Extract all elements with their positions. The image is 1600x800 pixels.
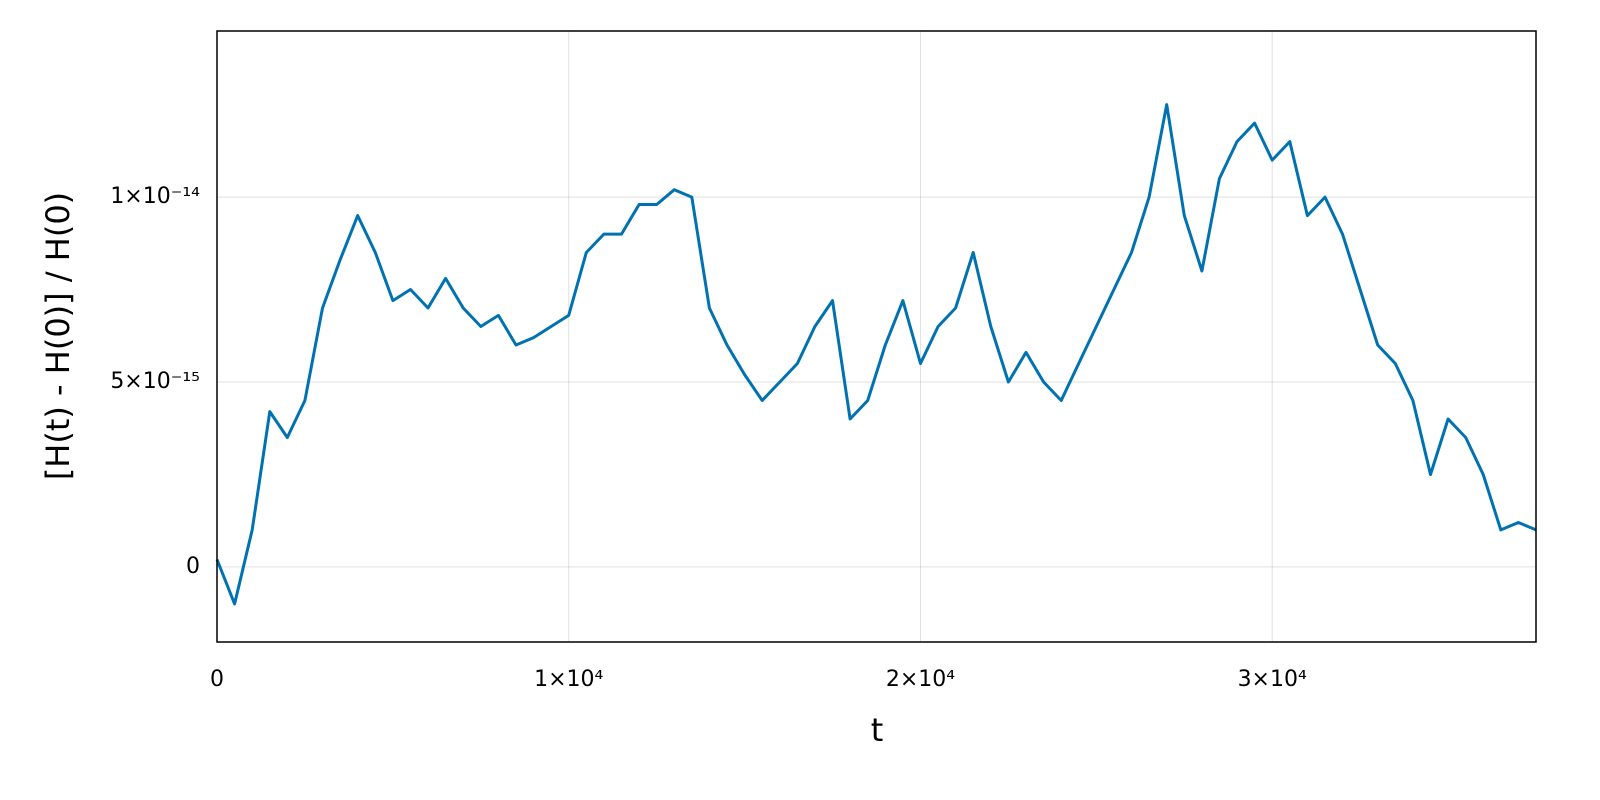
x-axis-title: t [871, 711, 884, 749]
x-tick-label: 2×10⁴ [886, 667, 955, 692]
x-tick-label: 0 [210, 667, 224, 692]
x-tick-label: 1×10⁴ [534, 667, 603, 692]
y-axis-title: [H(t) - H(0)] / H(0) [39, 192, 77, 480]
y-tick-label: 1×10⁻¹⁴ [110, 184, 200, 209]
y-tick-label: 5×10⁻¹⁵ [110, 369, 200, 394]
x-tick-label: 3×10⁴ [1238, 667, 1307, 692]
y-tick-label: 0 [186, 554, 200, 579]
data-line [215, 103, 1537, 606]
plot-frame [216, 30, 1537, 643]
